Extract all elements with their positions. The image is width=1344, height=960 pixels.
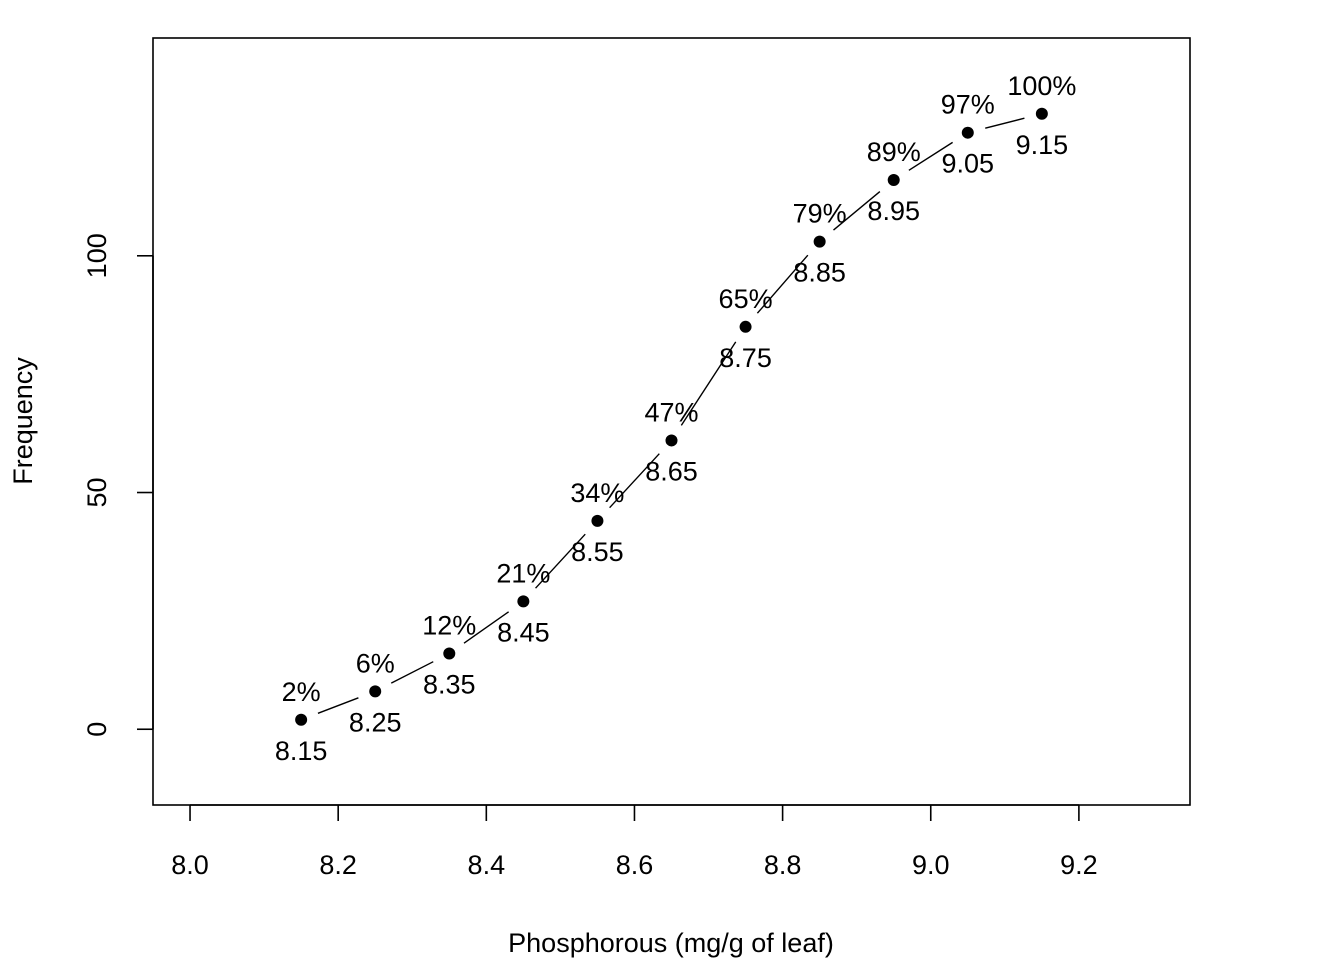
data-point bbox=[739, 320, 752, 333]
data-point bbox=[295, 713, 308, 726]
x-axis-title: Phosphorous (mg/g of leaf) bbox=[508, 928, 834, 958]
point-percent-label: 100% bbox=[1007, 71, 1076, 101]
x-tick-label: 8.6 bbox=[616, 850, 654, 880]
line-segment bbox=[317, 697, 359, 714]
data-point bbox=[369, 685, 382, 698]
point-value-label: 8.65 bbox=[645, 456, 698, 486]
line-segment bbox=[535, 533, 586, 589]
point-percent-label: 89% bbox=[867, 137, 921, 167]
point-value-label: 8.95 bbox=[867, 196, 920, 226]
line-segment bbox=[390, 661, 434, 684]
x-axis: 8.0 8.2 8.4 8.6 8.8 9.0 9.2 bbox=[171, 804, 1098, 880]
point-value-label: 8.25 bbox=[349, 707, 402, 737]
line-segment bbox=[463, 611, 510, 644]
point-value-label: 8.35 bbox=[423, 669, 476, 699]
point-percent-label: 79% bbox=[793, 199, 847, 229]
data-labels: 2% 8.15 6% 8.25 12% 8.35 21% 8.45 34% 8.55 47% 8.65… bbox=[275, 71, 1077, 766]
data-point bbox=[961, 126, 974, 139]
data-point bbox=[591, 514, 604, 527]
line-segment bbox=[680, 341, 737, 426]
x-tick-label: 8.4 bbox=[468, 850, 506, 880]
x-tick-label: 8.0 bbox=[171, 850, 209, 880]
point-percent-label: 2% bbox=[282, 677, 321, 707]
point-value-label: 8.85 bbox=[793, 258, 846, 288]
y-tick-label: 50 bbox=[82, 477, 112, 507]
point-percent-label: 12% bbox=[422, 610, 476, 640]
data-point bbox=[517, 595, 530, 608]
x-tick-label: 9.2 bbox=[1060, 850, 1098, 880]
point-percent-label: 34% bbox=[570, 478, 624, 508]
y-axis: 0 50 100 bbox=[82, 233, 154, 737]
y-tick-label: 100 bbox=[82, 233, 112, 278]
point-percent-label: 21% bbox=[496, 558, 550, 588]
line-segment bbox=[609, 453, 660, 509]
point-percent-label: 97% bbox=[941, 90, 995, 120]
point-value-label: 8.75 bbox=[719, 343, 772, 373]
x-tick-label: 8.8 bbox=[764, 850, 802, 880]
line-segment bbox=[833, 191, 881, 231]
x-tick-label: 8.2 bbox=[319, 850, 357, 880]
point-value-label: 8.55 bbox=[571, 537, 624, 567]
line-segment bbox=[908, 141, 953, 171]
data-points bbox=[295, 107, 1048, 726]
series-line bbox=[317, 117, 1025, 714]
point-value-label: 9.05 bbox=[942, 149, 995, 179]
data-point bbox=[813, 235, 826, 248]
point-percent-label: 6% bbox=[356, 648, 395, 678]
data-point bbox=[1035, 107, 1048, 120]
point-percent-label: 65% bbox=[719, 284, 773, 314]
y-axis-title: Frequency bbox=[8, 357, 38, 485]
line-segment bbox=[985, 117, 1025, 129]
data-point bbox=[887, 174, 900, 187]
data-point bbox=[665, 434, 678, 447]
point-value-label: 8.15 bbox=[275, 736, 328, 766]
x-tick-label: 9.0 bbox=[912, 850, 950, 880]
y-tick-label: 0 bbox=[82, 722, 112, 737]
data-point bbox=[443, 647, 456, 660]
line-segment bbox=[756, 254, 809, 314]
point-value-label: 8.45 bbox=[497, 617, 550, 647]
point-value-label: 9.15 bbox=[1016, 130, 1069, 160]
point-percent-label: 47% bbox=[644, 397, 698, 427]
